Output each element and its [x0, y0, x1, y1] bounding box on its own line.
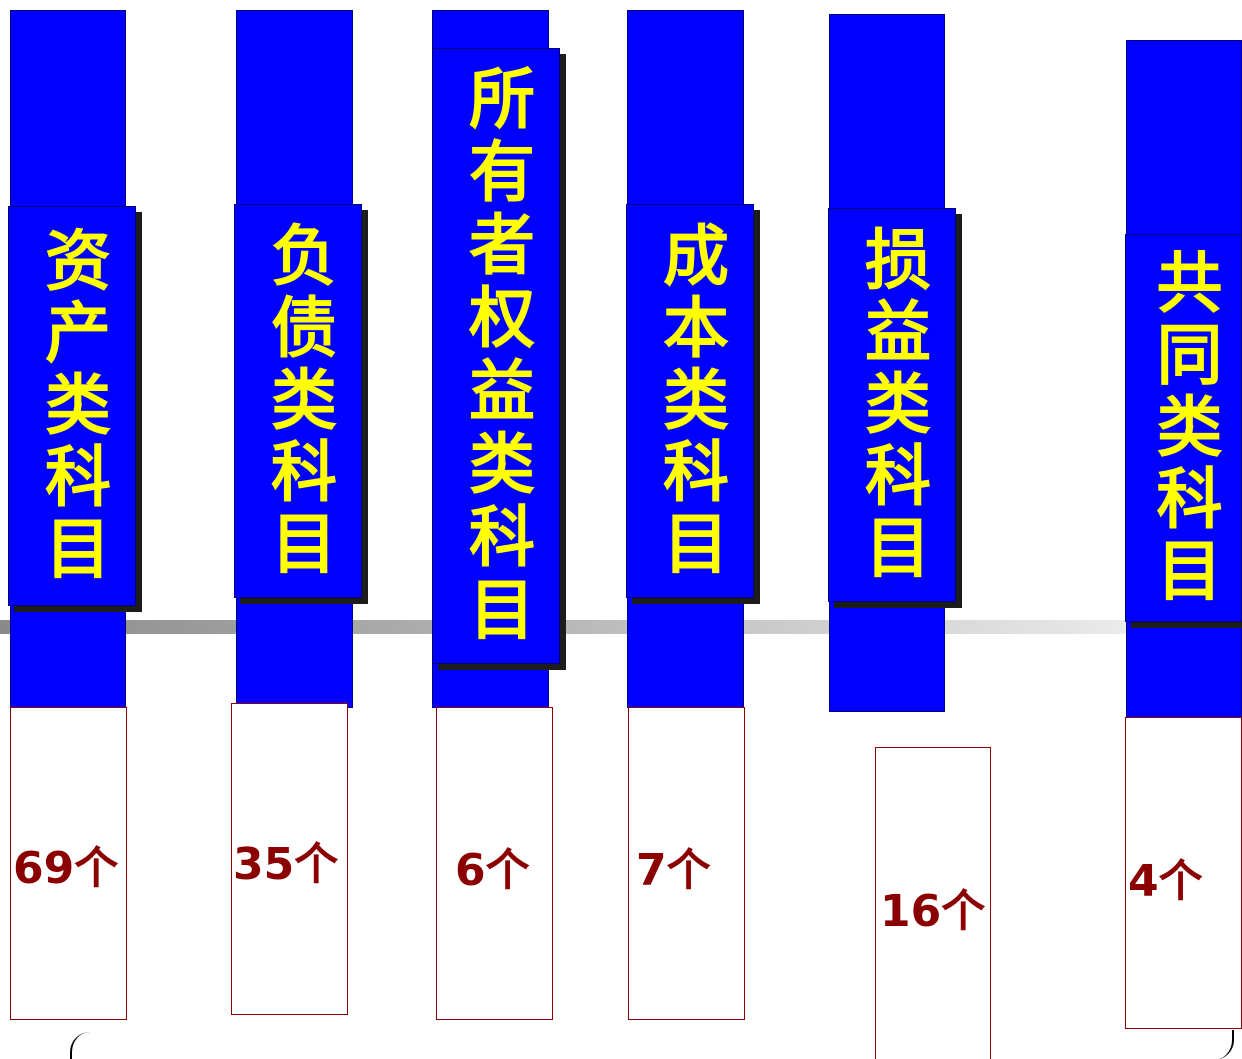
count-box: [231, 703, 348, 1015]
count-label: 4个: [1128, 856, 1203, 907]
bracket-left: [70, 1032, 94, 1059]
count-box: [1125, 717, 1242, 1029]
category-label-box: 共同类科目: [1125, 234, 1242, 622]
category-label-box: 损益类科目: [828, 208, 956, 602]
count-box: [875, 747, 991, 1059]
category-label-box: 成本类科目: [626, 204, 754, 598]
count-box: [10, 707, 127, 1020]
category-label: 所有者权益类科目: [458, 64, 535, 648]
category-label: 成本类科目: [652, 221, 729, 581]
count-label: 69个: [13, 843, 119, 894]
count-label: 7个: [636, 845, 711, 896]
category-label: 损益类科目: [854, 225, 931, 585]
category-label: 资产类科目: [34, 226, 111, 586]
category-label: 共同类科目: [1145, 248, 1223, 608]
category-label-box: 负债类科目: [234, 204, 362, 598]
count-label: 6个: [455, 845, 530, 896]
bracket-right: [1210, 1030, 1234, 1059]
count-box: [628, 707, 745, 1020]
category-label: 负债类科目: [260, 221, 337, 581]
count-label: 35个: [233, 839, 339, 890]
count-label: 16个: [880, 886, 986, 937]
category-label-box: 所有者权益类科目: [432, 48, 560, 664]
count-box: [436, 707, 553, 1020]
category-label-box: 资产类科目: [8, 206, 136, 606]
divider-line: [0, 620, 1242, 634]
